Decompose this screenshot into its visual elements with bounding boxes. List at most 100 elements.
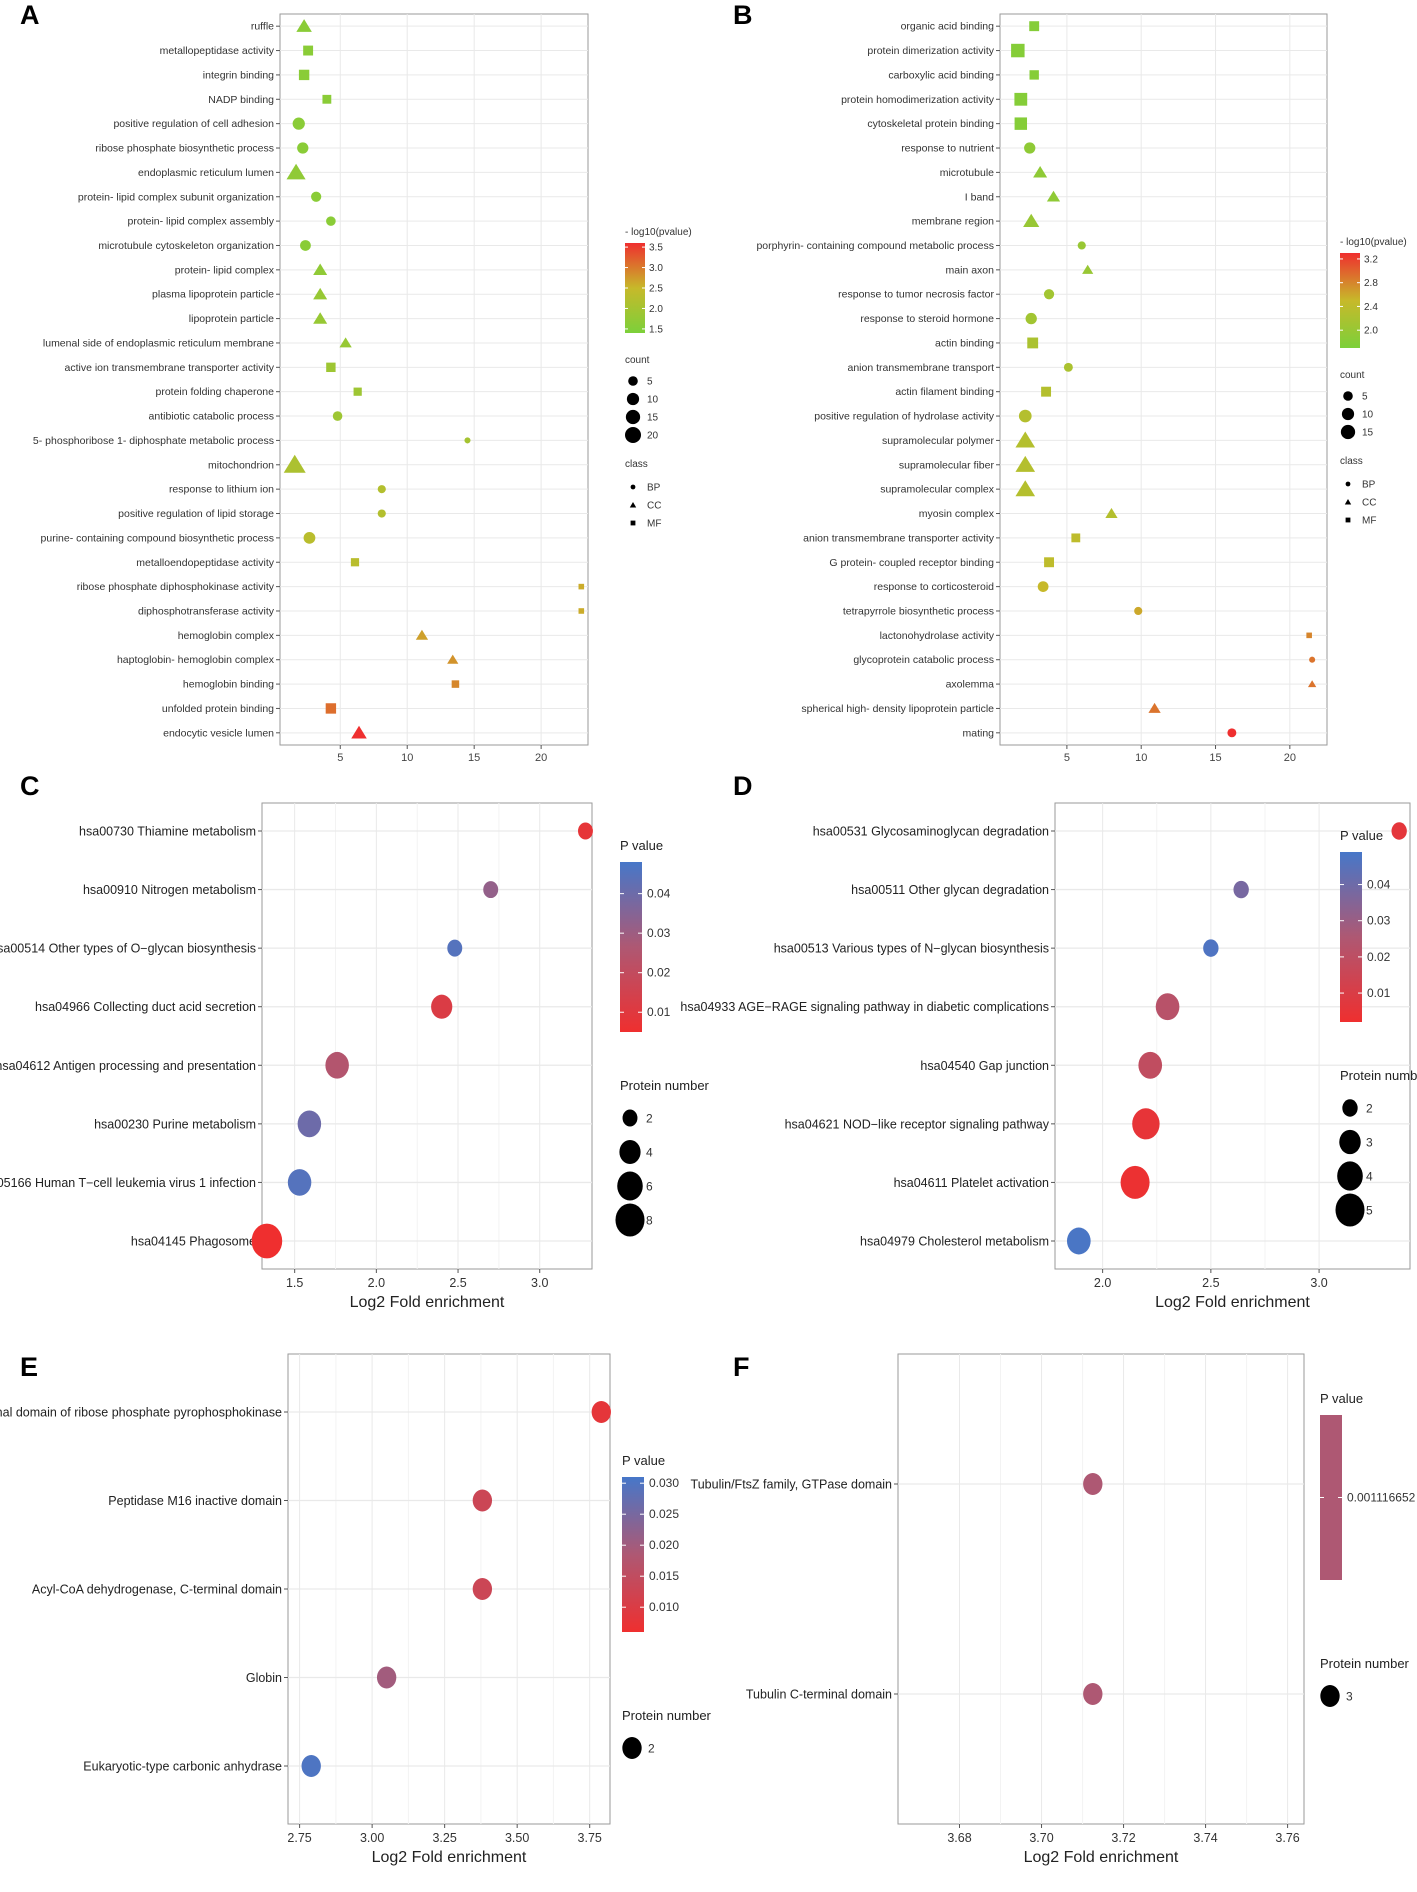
y-tick-label: Globin: [246, 1671, 282, 1685]
color-bar-label: 0.020: [649, 1538, 679, 1552]
size-legend-key: [625, 409, 641, 425]
data-point: [287, 1169, 312, 1196]
y-tick-label: hsa00513 Various types of N−glycan biosy…: [774, 942, 1049, 956]
panel-label: B: [733, 0, 753, 30]
data-point: [1077, 241, 1086, 250]
size-legend-title: Protein number: [1340, 1068, 1417, 1083]
y-tick-label: mating: [962, 727, 994, 739]
data-point: [313, 287, 328, 300]
data-point: [322, 94, 332, 104]
color-bar-label: 0.02: [647, 966, 671, 980]
y-tick-label: protein- lipid complex: [175, 264, 275, 276]
y-tick-label: Acyl-CoA dehydrogenase, C-terminal domai…: [32, 1583, 282, 1597]
data-point: [1033, 166, 1048, 178]
y-tick-label: hsa04979 Cholesterol metabolism: [860, 1235, 1049, 1249]
size-legend-label: 20: [647, 431, 659, 442]
data-point: [297, 142, 309, 154]
y-tick-label: hsa04611 Platelet activation: [894, 1176, 1049, 1190]
data-point: [1015, 431, 1036, 448]
color-legend-title: - log10(pvalue): [625, 227, 692, 238]
data-point: [301, 1755, 321, 1777]
color-bar-label: 3.0: [649, 263, 663, 274]
size-legend-key: [619, 1139, 641, 1165]
data-point: [591, 1401, 611, 1423]
class-legend-label: MF: [1362, 516, 1376, 527]
y-tick-label: integrin binding: [203, 69, 274, 81]
color-bar-label: 1.5: [649, 324, 663, 335]
color-bar-label: 0.03: [647, 926, 671, 940]
y-tick-label: NADP binding: [208, 94, 274, 106]
y-tick-label: anion transmembrane transporter activity: [803, 532, 995, 544]
color-bar-label: 0.030: [649, 1476, 679, 1490]
panel-label: A: [20, 0, 40, 30]
data-point: [1046, 190, 1061, 202]
y-tick-label: hsa04621 NOD−like receptor signaling pat…: [785, 1117, 1050, 1131]
color-bar-label: 2.0: [1364, 326, 1378, 337]
size-legend-key: [1337, 1161, 1363, 1191]
data-point: [578, 608, 585, 614]
y-tick-label: hsa04145 Phagosome: [131, 1235, 256, 1249]
x-tick-label: 20: [535, 752, 547, 764]
size-legend-key: [625, 427, 641, 443]
y-tick-label: antibiotic catabolic process: [149, 411, 274, 423]
y-tick-label: glycoprotein catabolic process: [853, 654, 994, 666]
panel-e: E N-terminal domain of ribose phosphate p…: [0, 1352, 712, 1866]
data-point: [1024, 142, 1036, 154]
y-tick-label: positive regulation of hydrolase activit…: [814, 411, 995, 423]
y-tick-label: supramolecular complex: [880, 484, 995, 496]
color-bar: [625, 243, 645, 333]
data-point: [1105, 507, 1118, 518]
data-point: [1015, 480, 1036, 497]
class-legend-label: MF: [647, 519, 661, 530]
data-point: [1066, 1227, 1091, 1255]
data-point: [326, 362, 336, 373]
data-point: [1155, 993, 1180, 1021]
data-point: [578, 583, 585, 590]
y-tick-label: endoplasmic reticulum lumen: [138, 167, 274, 179]
y-tick-label: hsa04933 AGE−RAGE signaling pathway in d…: [680, 1000, 1049, 1014]
size-legend-key: [615, 1203, 645, 1237]
y-tick-label: hsa04540 Gap junction: [920, 1059, 1049, 1073]
y-tick-label: hsa04612 Antigen processing and presenta…: [0, 1059, 256, 1073]
y-tick-label: axolemma: [946, 679, 995, 691]
data-point: [311, 191, 322, 202]
x-tick-label: 3.75: [578, 1831, 602, 1845]
x-axis-title: Log2 Fold enrichment: [1024, 1849, 1179, 1866]
data-point: [1309, 656, 1316, 663]
y-tick-label: spherical high- density lipoprotein part…: [801, 703, 994, 715]
x-tick-label: 5: [337, 752, 343, 764]
size-legend-label: 5: [1366, 1204, 1373, 1218]
data-point: [1071, 533, 1081, 543]
size-legend-label: 4: [1366, 1170, 1373, 1184]
class-legend-key: [629, 502, 637, 508]
size-legend-key: [1341, 407, 1355, 421]
data-point: [296, 19, 312, 32]
data-point: [1025, 312, 1037, 325]
data-point: [1138, 1051, 1163, 1079]
y-tick-label: hemoglobin complex: [178, 630, 275, 642]
data-point: [303, 45, 314, 56]
data-point: [332, 411, 343, 421]
color-bar-label: 0.01: [1367, 986, 1391, 1000]
color-bar-label: 2.5: [649, 284, 663, 295]
y-tick-label: metalloendopeptidase activity: [136, 557, 275, 569]
class-legend-key: [1345, 481, 1351, 487]
data-point: [298, 69, 310, 81]
plot-frame: [279, 13, 589, 746]
x-tick-label: 2.5: [1202, 1276, 1219, 1290]
color-bar-label: 3.2: [1364, 254, 1378, 265]
color-bar-label: 0.010: [649, 1600, 679, 1614]
y-tick-label: purine- containing compound biosynthetic…: [41, 532, 274, 544]
data-point: [1120, 1165, 1150, 1199]
class-legend-label: BP: [1362, 480, 1376, 491]
data-point: [1306, 632, 1312, 639]
data-point: [483, 881, 499, 899]
y-tick-label: carboxylic acid binding: [888, 69, 994, 81]
data-point: [578, 822, 593, 840]
data-point: [1044, 557, 1055, 568]
plot-frame: [999, 13, 1328, 746]
size-legend-label: 5: [1362, 392, 1368, 403]
color-bar-label: 2.8: [1364, 278, 1378, 289]
